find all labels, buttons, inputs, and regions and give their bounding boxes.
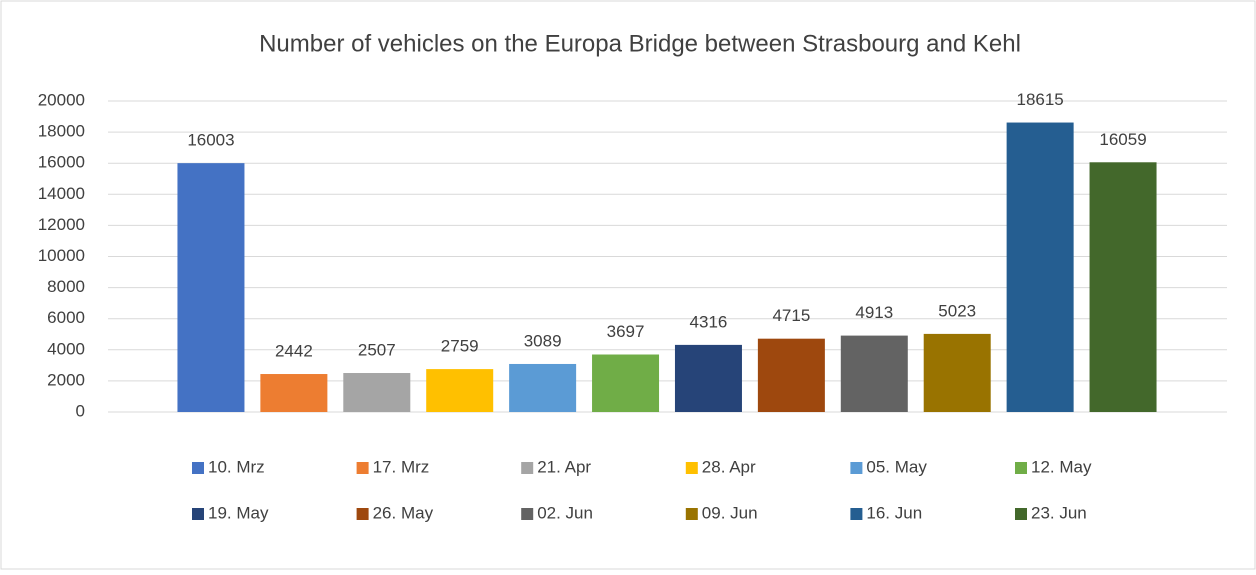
- legend-swatch: [850, 508, 863, 520]
- data-label: 2759: [441, 337, 479, 356]
- legend-label: 28. Apr: [702, 457, 756, 476]
- legend-label: 26. May: [373, 503, 434, 522]
- bar: [260, 374, 328, 412]
- legend-label: 19. May: [208, 503, 269, 522]
- legend-label: 17. Mrz: [373, 457, 430, 476]
- y-tick-label: 12000: [38, 215, 85, 234]
- legend-swatch: [685, 508, 698, 520]
- legend-swatch: [850, 462, 863, 474]
- y-tick-label: 2000: [47, 370, 85, 389]
- legend-swatch: [1015, 508, 1027, 520]
- legend-label: 21. Apr: [537, 457, 591, 476]
- data-label: 5023: [938, 301, 976, 320]
- legend-label: 09. Jun: [702, 503, 758, 522]
- bar: [426, 369, 494, 412]
- data-label: 4913: [855, 303, 893, 322]
- chart-title: Number of vehicles on the Europa Bridge …: [259, 30, 1021, 57]
- y-tick-label: 20000: [38, 90, 85, 109]
- legend-swatch: [356, 462, 369, 474]
- data-label: 18615: [1016, 90, 1063, 109]
- bar: [674, 344, 742, 412]
- legend-swatch: [192, 462, 204, 474]
- y-tick-label: 18000: [38, 122, 85, 141]
- legend-swatch: [1015, 462, 1027, 474]
- data-label: 4715: [772, 306, 810, 325]
- legend-label: 16. Jun: [866, 503, 922, 522]
- y-tick-label: 0: [76, 401, 85, 420]
- y-tick-label: 6000: [47, 308, 85, 327]
- bar: [757, 338, 825, 412]
- bar: [592, 354, 660, 412]
- bar: [1006, 122, 1074, 413]
- legend-swatch: [685, 462, 698, 474]
- y-tick-label: 8000: [47, 277, 85, 296]
- bar: [1089, 162, 1157, 412]
- legend-swatch: [192, 508, 204, 520]
- legend-swatch: [521, 508, 534, 520]
- bar: [840, 335, 908, 412]
- y-tick-label: 14000: [38, 184, 85, 203]
- legend-label: 02. Jun: [537, 503, 593, 522]
- legend-label: 12. May: [1031, 457, 1092, 476]
- data-label: 16003: [187, 131, 234, 150]
- data-label: 4316: [690, 312, 728, 331]
- bar: [923, 333, 991, 412]
- y-tick-label: 16000: [38, 153, 85, 172]
- bar: [177, 163, 245, 412]
- bar: [343, 373, 411, 412]
- legend-label: 23. Jun: [1031, 503, 1087, 522]
- legend-label: 10. Mrz: [208, 457, 265, 476]
- y-tick-label: 10000: [38, 246, 85, 265]
- data-label: 2507: [358, 341, 396, 360]
- data-label: 3089: [524, 331, 562, 350]
- bar: [509, 363, 577, 412]
- data-label: 3697: [607, 322, 645, 341]
- legend-swatch: [521, 462, 534, 474]
- data-label: 2442: [275, 342, 313, 361]
- legend-label: 05. May: [866, 457, 927, 476]
- y-tick-label: 4000: [47, 339, 85, 358]
- data-label: 16059: [1099, 130, 1146, 149]
- legend-swatch: [356, 508, 369, 520]
